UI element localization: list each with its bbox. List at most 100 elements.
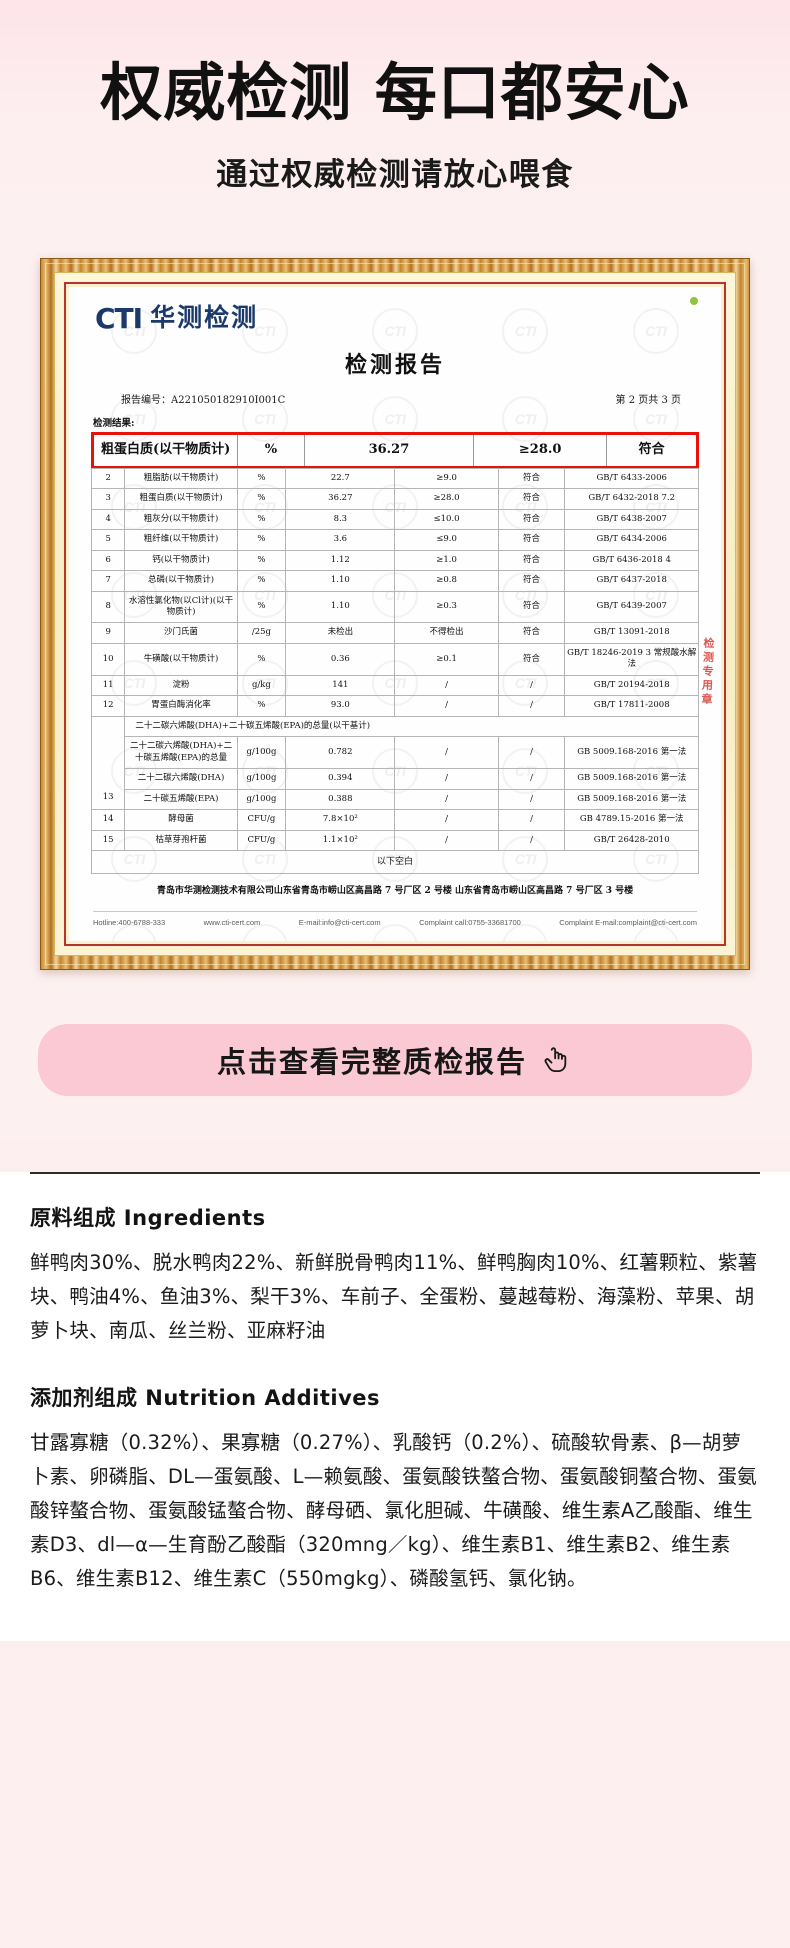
row-standard: /: [394, 829, 499, 852]
row-value: 1.1×10²: [285, 829, 395, 852]
row-judgement: /: [497, 674, 565, 697]
additives-heading: 添加剂组成 Nutrition Additives: [30, 1385, 381, 1410]
row-method: GB/T 6434-2006: [564, 529, 699, 551]
table-row: 14 酵母菌 CFU/g 7.8×10² / / GB 4789.15-2016 第一法: [90, 809, 699, 831]
row-value: 0.782: [285, 736, 395, 770]
view-full-report-button[interactable]: 点击查看完整质检报告: [38, 1023, 752, 1096]
gold-frame: CTI CTI CTI CTI CTI CTI CTI CTI CTI CTI CTI CTI CTI C…: [40, 258, 750, 970]
cta-section: 点击查看完整质检报告: [0, 1009, 790, 1142]
certificate-section: CTI CTI CTI CTI CTI CTI CTI CTI CTI CTI CTI CTI CTI C…: [0, 216, 790, 1010]
cti-logo-dot-icon: [690, 297, 698, 306]
table-row: 12 胃蛋白酶消化率% 93.0// GB/T 17811-2008: [90, 695, 699, 717]
row-judgement: 符合: [497, 549, 565, 572]
row-standard: ≥9.0: [394, 467, 499, 490]
row-item: 二十二碳六烯酸(DHA)+二十碳五烯酸(EPA)的总量: [124, 736, 238, 770]
table-row: 6 钙(以干物质计)% 1.12 ≥1.0 符合 GB/T 6436-2018 4: [90, 549, 699, 572]
row-method: GB/T 13091-2018: [564, 622, 699, 644]
row-unit: %: [236, 529, 286, 551]
row-method: GB/T 6436-2018 4: [564, 549, 699, 572]
table-row: 8 水溶性氯化物(以Cl计)(以干物质计)% 1.10 ≥0.3 符合 GB/T 6439…: [90, 590, 699, 624]
row-unit: %: [236, 488, 286, 510]
row-judgement: /: [497, 768, 565, 790]
row-item: 胃蛋白酶消化率: [124, 695, 238, 717]
row-item: 粗脂肪(以干物质计): [124, 467, 238, 490]
row-standard: ≥28.0: [394, 488, 499, 510]
row-standard: ≥0.1: [394, 642, 499, 676]
row-value: 36.27: [285, 488, 395, 510]
row-method: GB/T 18246-2019 3 常规酸水解法: [564, 642, 699, 676]
row-method: GB/T 6438-2007: [564, 508, 699, 531]
row-value: 93.0: [285, 695, 395, 717]
row-item: 粗蛋白质(以干物质计): [124, 488, 238, 510]
row-index: 6: [90, 549, 125, 572]
results-label: 检测结果:: [93, 418, 135, 430]
contact-footer: Hotline:400-6788-333 www.cti-cert.com E-ma…: [91, 912, 699, 931]
row-standard: ≤10.0: [394, 508, 499, 531]
row-standard: ≤9.0: [394, 529, 499, 551]
row-item: 牛磺酸(以干物质计): [124, 642, 238, 676]
hl-standard: ≥28.0: [473, 433, 608, 468]
row-unit: %: [236, 570, 286, 592]
row-unit: CFU/g: [236, 829, 286, 852]
pointing-hand-icon: [539, 1043, 573, 1077]
row-method: GB 4789.15-2016 第一法: [564, 809, 699, 831]
row-value: 141: [285, 674, 395, 697]
row-judgement: 符合: [497, 570, 565, 592]
row-standard: /: [394, 809, 499, 831]
hl-unit: %: [237, 433, 305, 468]
row-standard: ≥0.3: [394, 590, 499, 624]
page-subtitle: 通过权威检测请放心喂食: [216, 157, 574, 194]
row-method: GB 5009.168-2016 第一法: [564, 736, 699, 770]
row-method: GB/T 20194-2018: [564, 674, 699, 697]
table-row: 15 枯草芽孢杆菌 CFU/g 1.1×10² / / GB/T 26428-2010: [90, 829, 699, 852]
row-value: 1.12: [285, 549, 395, 572]
row-item: 二十二碳六烯酸(DHA): [124, 768, 238, 790]
row-standard: /: [394, 674, 499, 697]
row-value: 0.388: [285, 788, 395, 811]
row-item: 粗纤维(以干物质计): [124, 529, 238, 551]
row-value: 7.8×10²: [285, 809, 395, 831]
table-row: 粗蛋白质(以干物质计) % 36.27 ≥28.0 符合: [91, 433, 698, 468]
row-judgement: 符合: [497, 590, 565, 624]
row-index: 5: [90, 529, 125, 551]
cta-label: 点击查看完整质检报告: [216, 1044, 527, 1079]
row-index: 4: [90, 508, 125, 531]
row-method: GB/T 6437-2018: [564, 570, 699, 592]
row-method: GB/T 17811-2008: [564, 695, 699, 717]
row-judgement: /: [497, 788, 565, 811]
hl-judgement: 符合: [606, 433, 698, 468]
row-unit: %: [236, 642, 286, 676]
row-item: 粗灰分(以干物质计): [124, 508, 238, 531]
contact-item: Complaint call:0755-33681700: [419, 917, 521, 927]
row-method: GB/T 6433-2006: [564, 467, 699, 490]
row-unit: /25g: [236, 622, 286, 644]
row-unit: CFU/g: [236, 809, 286, 831]
hl-value: 36.27: [303, 433, 475, 468]
row-standard: ≥0.8: [394, 570, 499, 592]
divider: [93, 910, 697, 912]
row-item: 二十碳五烯酸(EPA): [124, 788, 238, 811]
report-title: 检测报告: [344, 352, 445, 379]
row-judgement: 符合: [497, 642, 565, 676]
row-value: 22.7: [285, 467, 395, 490]
row-standard: /: [394, 695, 499, 717]
spacer: [30, 1348, 760, 1382]
hl-item: 粗蛋白质(以干物质计): [91, 433, 239, 468]
row-judgement: 符合: [497, 467, 565, 490]
frame-matte: CTI CTI CTI CTI CTI CTI CTI CTI CTI CTI CTI CTI CTI C…: [54, 272, 736, 956]
official-seal-stamp: 检测专用章: [699, 637, 716, 708]
table-row: 二十碳五烯酸(EPA) g/100g 0.388// GB 5009.168-2016…: [92, 788, 699, 811]
row-item: 沙门氏菌: [124, 622, 238, 644]
row-standard: /: [394, 736, 499, 770]
row-judgement: /: [497, 809, 565, 831]
frame-red-liner: CTI CTI CTI CTI CTI CTI CTI CTI CTI CTI CTI CTI CTI C…: [64, 282, 726, 946]
report-meta: 报告编号：A221050182910I001C 第 2 页共 3 页: [91, 391, 699, 406]
lab-address: 青岛市华测检测技术有限公司山东省青岛市崂山区高昌路 7 号厂区 2 号楼 山东省…: [156, 886, 634, 897]
row-unit: %: [236, 508, 286, 531]
row-item: 钙(以干物质计): [124, 549, 238, 572]
row-unit: %: [236, 467, 286, 490]
row-index-blank: 13: [90, 715, 125, 811]
row-index: 2: [90, 467, 125, 490]
row-judgement: /: [497, 829, 565, 852]
blank-note: 以下空白: [91, 850, 699, 875]
